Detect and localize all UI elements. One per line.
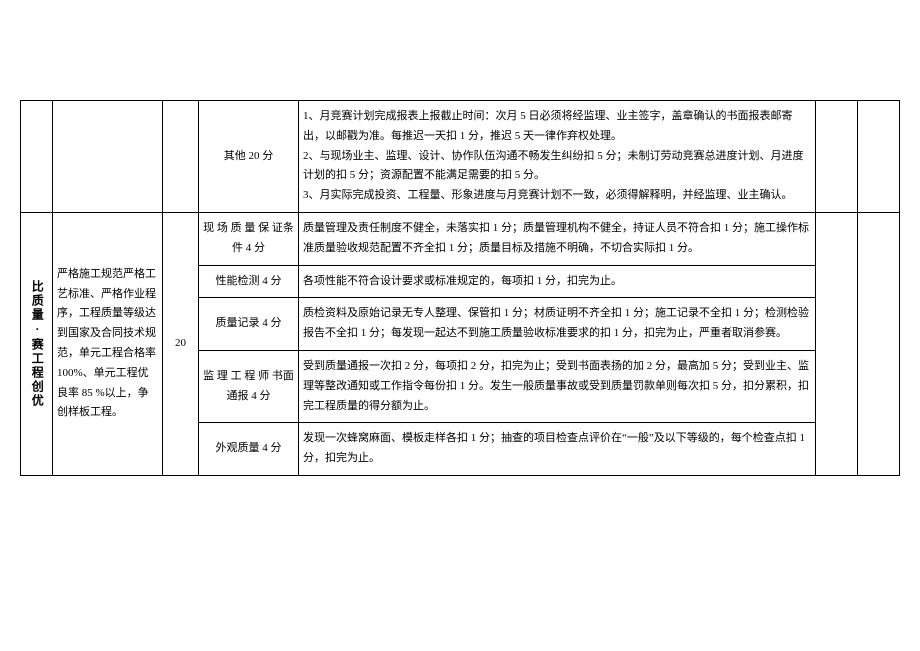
cell-desc-empty [53,101,163,213]
assessment-table: 其他 20 分 1、月竞赛计划完成报表上报截止时间：次月 5 日必须将经监理、业… [20,100,900,476]
cell-body-other: 1、月竞赛计划完成报表上报截止时间：次月 5 日必须将经监理、业主签字，盖章确认… [299,101,816,213]
document-page: 其他 20 分 1、月竞赛计划完成报表上报截止时间：次月 5 日必须将经监理、业… [20,100,900,476]
cell-body: 各项性能不符合设计要求或标准规定的，每项扣 1 分，扣完为止。 [299,265,816,298]
cell-body: 受到质量通报一次扣 2 分，每项扣 2 分，扣完为止；受到书面表扬的加 2 分，… [299,350,816,422]
table-row: 比质量·赛工程创优 严格施工规范严格工艺标准、严格作业程序，工程质量等级达到国家… [21,212,900,265]
cell-sub: 监 理 工 程 师 书面通报 4 分 [199,350,299,422]
cell-sub: 质量记录 4 分 [199,298,299,351]
cell-score-empty [163,101,199,213]
cell-sub-other: 其他 20 分 [199,101,299,213]
table-row: 其他 20 分 1、月竞赛计划完成报表上报截止时间：次月 5 日必须将经监理、业… [21,101,900,213]
cell-ext1 [816,212,858,475]
cell-description: 严格施工规范严格工艺标准、严格作业程序，工程质量等级达到国家及合同技术规范，单元… [53,212,163,475]
cell-sub: 外观质量 4 分 [199,423,299,476]
cell-category: 比质量·赛工程创优 [21,212,53,475]
cell-body: 质检资料及原始记录无专人整理、保管扣 1 分；材质证明不齐全扣 1 分；施工记录… [299,298,816,351]
cell-ext1 [816,101,858,213]
cell-body: 质量管理及责任制度不健全，未落实扣 1 分；质量管理机构不健全，持证人员不符合扣… [299,212,816,265]
cell-sub: 现 场 质 量 保 证条件 4 分 [199,212,299,265]
cell-sub: 性能检测 4 分 [199,265,299,298]
cell-cat-empty [21,101,53,213]
cell-score: 20 [163,212,199,475]
cell-ext2 [858,212,900,475]
cell-body: 发现一次蜂窝麻面、模板走样各扣 1 分；抽查的项目检查点评价在“一般”及以下等级… [299,423,816,476]
cell-ext2 [858,101,900,213]
